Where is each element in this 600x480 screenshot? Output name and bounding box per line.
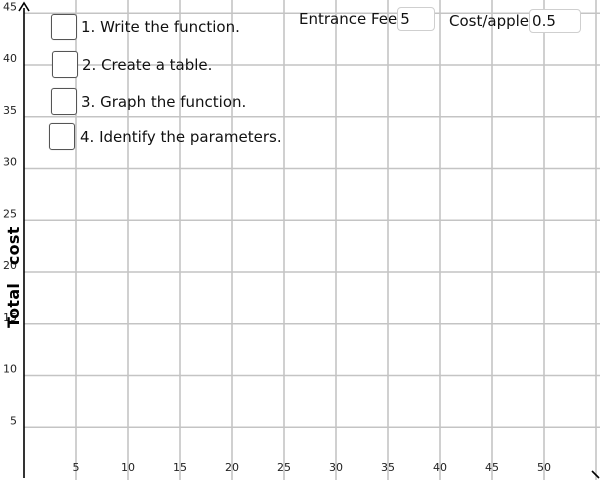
task-identify-parameters[interactable]: 4. Identify the parameters. xyxy=(49,123,282,150)
task-checkbox-write-function[interactable] xyxy=(51,14,77,40)
y-tick-label-45: 45 xyxy=(3,0,17,13)
task-graph-function[interactable]: 3. Graph the function. xyxy=(51,88,246,115)
task-label-graph-function: 3. Graph the function. xyxy=(81,92,247,111)
x-tick-label-5: 5 xyxy=(73,461,80,474)
y-tick-label-30: 30 xyxy=(3,156,17,169)
x-tick-label-15: 15 xyxy=(173,461,187,474)
y-tick-label-10: 10 xyxy=(3,363,17,376)
y-tick-labels: 5 10 15 20 25 30 35 40 45 xyxy=(3,0,17,427)
cost-per-apple-input[interactable] xyxy=(529,9,582,33)
x-tick-label-45: 45 xyxy=(485,461,499,474)
y-tick-label-20: 20 xyxy=(3,259,17,272)
x-tick-label-50: 50 xyxy=(537,461,551,474)
x-tick-label-10: 10 xyxy=(121,461,135,474)
entrance-fee-input[interactable] xyxy=(397,7,436,31)
y-tick-label-35: 35 xyxy=(3,104,17,117)
grid-lines xyxy=(24,0,600,480)
entrance-fee-control: Entrance Fee xyxy=(299,7,436,31)
x-tick-label-30: 30 xyxy=(329,461,343,474)
y-axis-arrow-icon xyxy=(18,1,30,12)
x-tick-labels: 5 10 15 20 25 30 35 40 45 50 xyxy=(73,461,552,474)
cost-per-apple-label: Cost/apple xyxy=(449,12,530,30)
task-label-create-table: 2. Create a table. xyxy=(82,55,213,74)
cost-per-apple-control: Cost/apple xyxy=(449,9,582,33)
y-tick-label-25: 25 xyxy=(3,207,17,220)
x-tick-label-40: 40 xyxy=(433,461,447,474)
task-label-write-function: 1. Write the function. xyxy=(81,18,240,36)
task-checkbox-create-table[interactable] xyxy=(52,51,78,78)
task-checkbox-identify-parameters[interactable] xyxy=(49,123,75,150)
task-checkbox-graph-function[interactable] xyxy=(51,88,77,115)
x-tick-label-20: 20 xyxy=(225,461,239,474)
task-label-identify-parameters: 4. Identify the parameters. xyxy=(80,127,282,146)
task-create-table[interactable]: 2. Create a table. xyxy=(52,51,212,78)
task-write-function[interactable]: 1. Write the function. xyxy=(51,14,240,40)
x-tick-label-35: 35 xyxy=(381,461,395,474)
y-tick-label-5: 5 xyxy=(10,414,17,427)
y-tick-label-15: 15 xyxy=(3,311,17,324)
y-axis-label: Total cost xyxy=(4,226,23,328)
x-tick-label-25: 25 xyxy=(277,461,291,474)
entrance-fee-label: Entrance Fee xyxy=(299,10,398,28)
y-tick-label-40: 40 xyxy=(3,52,17,65)
x-axis-arrow-icon xyxy=(591,470,600,479)
